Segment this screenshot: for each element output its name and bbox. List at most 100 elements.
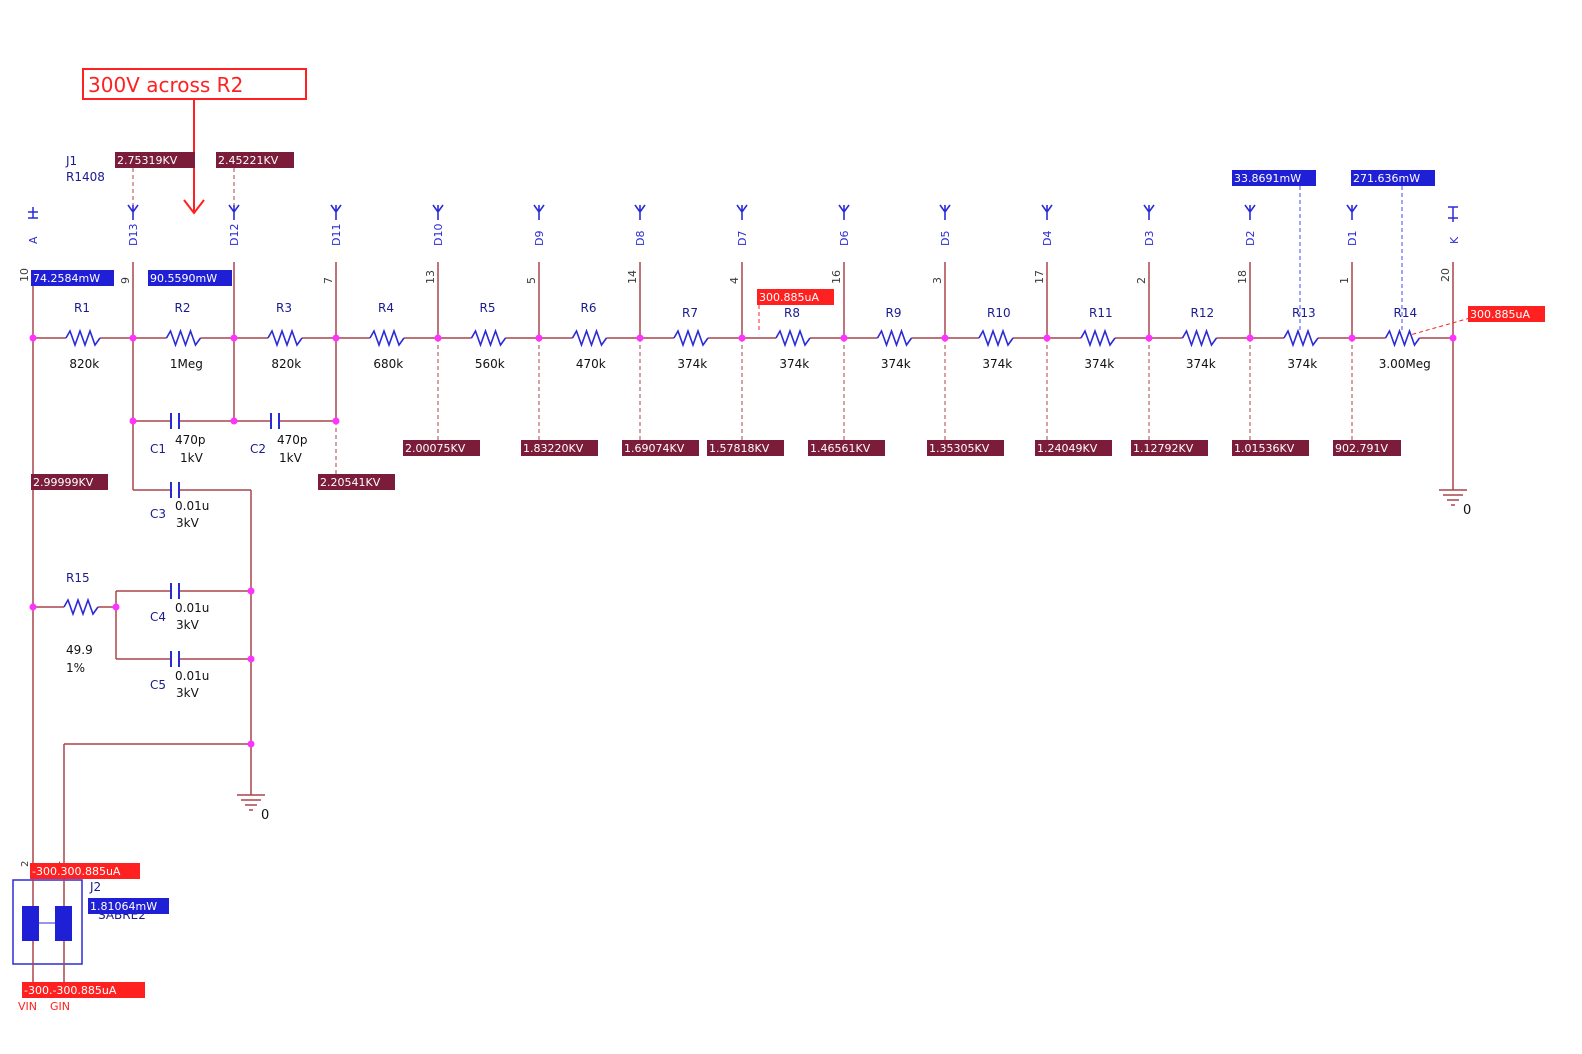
cathode-pin-number: 20 <box>1439 268 1452 282</box>
diode-pin-number: 5 <box>525 277 538 284</box>
power-marker: 90.5590mW <box>150 272 217 285</box>
c2-rating: 1kV <box>279 451 303 465</box>
diode-pin-number: 16 <box>830 270 843 284</box>
current-marker: -300.300.885uA <box>32 865 121 878</box>
diode-ref: D8 <box>634 231 647 246</box>
diode-ref: D4 <box>1041 231 1054 246</box>
diode-icon <box>1245 205 1255 220</box>
diode-pin-number: 17 <box>1033 270 1046 284</box>
resistor-value: 680k <box>373 357 403 371</box>
c5-rating: 3kV <box>176 686 200 700</box>
junction-dots <box>30 335 1457 748</box>
diode-icon <box>940 205 950 220</box>
c3-ref: C3 <box>150 507 166 521</box>
resistor-value: 374k <box>1186 357 1216 371</box>
diode-ref: D5 <box>939 231 952 246</box>
junction-dot <box>231 335 238 342</box>
current-marker: -300.-300.885uA <box>24 984 117 997</box>
annotation-text: 300V across R2 <box>88 73 243 97</box>
diode-pin-number: 3 <box>931 277 944 284</box>
j2-pin-2: 2 <box>20 861 31 867</box>
voltage-marker: 1.69074KV <box>624 442 685 455</box>
resistor-value: 374k <box>1084 357 1114 371</box>
diode-ref: D7 <box>736 231 749 246</box>
resistor-ref: R8 <box>784 306 800 320</box>
diode-pin-number: 13 <box>424 270 437 284</box>
anode-pin-number: 10 <box>18 268 31 282</box>
junction-dot <box>1146 335 1153 342</box>
voltage-marker: 2.99999KV <box>33 476 94 489</box>
j2-ref: J2 <box>89 880 101 894</box>
j2-pin-vin: VIN <box>18 1000 37 1013</box>
resistor-r13: R13374k <box>1284 306 1318 371</box>
resistor-value: 560k <box>475 357 505 371</box>
diode-icon <box>433 205 443 220</box>
r15-ref: R15 <box>66 571 90 585</box>
diode-d5: D5 3 <box>931 205 952 338</box>
resistor-r10: R10374k <box>979 306 1013 371</box>
c1-rating: 1kV <box>180 451 204 465</box>
c3-value: 0.01u <box>175 499 209 513</box>
resistor-r3: R3820k <box>268 301 302 371</box>
junction-dot <box>333 335 340 342</box>
resistor-value: 374k <box>881 357 911 371</box>
junction-dot <box>113 604 120 611</box>
j1-ref: J1 <box>65 154 77 168</box>
diode-pin-number: 7 <box>322 277 335 284</box>
j1-cathode-terminal: K 20 0 <box>1439 207 1471 518</box>
diode-icon <box>1042 205 1052 220</box>
resistor-ref: R6 <box>581 301 597 315</box>
voltage-marker: 1.46561KV <box>810 442 871 455</box>
resistor-value: 820k <box>271 357 301 371</box>
resistor-value: 374k <box>677 357 707 371</box>
diode-icon <box>635 205 645 220</box>
resistor-r1: R1820k <box>66 301 100 371</box>
resistor-ref: R11 <box>1089 306 1113 320</box>
j1-part: R1408 <box>66 170 105 184</box>
diode-icon <box>229 205 239 220</box>
ground-label-right: 0 <box>1463 503 1471 518</box>
diode-icon <box>1347 205 1357 220</box>
junction-dot <box>1044 335 1051 342</box>
r15-resistor: R15 49.9 1% <box>64 571 98 675</box>
diode-d2: D218 <box>1236 205 1257 338</box>
diode-pin-number: 14 <box>626 270 639 284</box>
voltage-marker: 1.01536KV <box>1234 442 1295 455</box>
diode-icon <box>128 205 138 220</box>
c1-ref: C1 <box>150 442 166 456</box>
current-marker: 300.885uA <box>759 291 819 304</box>
resistor-ref: R5 <box>480 301 496 315</box>
voltage-marker: 1.83220KV <box>523 442 584 455</box>
junction-dot <box>637 335 644 342</box>
junction-dot <box>435 335 442 342</box>
junction-dot <box>841 335 848 342</box>
resistor-icon <box>64 600 98 614</box>
c4-ref: C4 <box>150 610 166 624</box>
diode-ref: D12 <box>228 224 241 246</box>
diode-ref: D6 <box>838 231 851 246</box>
junction-dot <box>130 418 137 425</box>
c5-value: 0.01u <box>175 669 209 683</box>
power-marker: 1.81064mW <box>90 900 157 913</box>
junction-dot <box>248 741 255 748</box>
diode-ref: D9 <box>533 231 546 246</box>
diode-icon <box>839 205 849 220</box>
voltage-marker: 1.12792KV <box>1133 442 1194 455</box>
resistor-r12: R12 374k <box>1183 306 1217 371</box>
diode-d7: D74 <box>728 205 749 338</box>
resistor-r5: R5 560k <box>472 301 506 371</box>
diode-icon <box>534 205 544 220</box>
c1-value: 470p <box>175 433 206 447</box>
resistor-ref: R10 <box>987 306 1011 320</box>
diode-d13: D139 <box>119 205 140 338</box>
cathode-pin-icon <box>1448 207 1458 222</box>
voltage-marker: 902.791V <box>1335 442 1388 455</box>
junction-dot <box>536 335 543 342</box>
resistor-ref: R12 <box>1191 306 1215 320</box>
resistor-ref: R7 <box>682 306 698 320</box>
ground-label-left: 0 <box>261 808 269 823</box>
r15-value: 49.9 <box>66 643 93 657</box>
capacitor-labels: C1 470p 1kV C2 470p 1kV C3 0.01u 3kV C4 … <box>150 433 308 700</box>
resistor-value: 470k <box>576 357 606 371</box>
anode-label: A <box>27 236 40 244</box>
